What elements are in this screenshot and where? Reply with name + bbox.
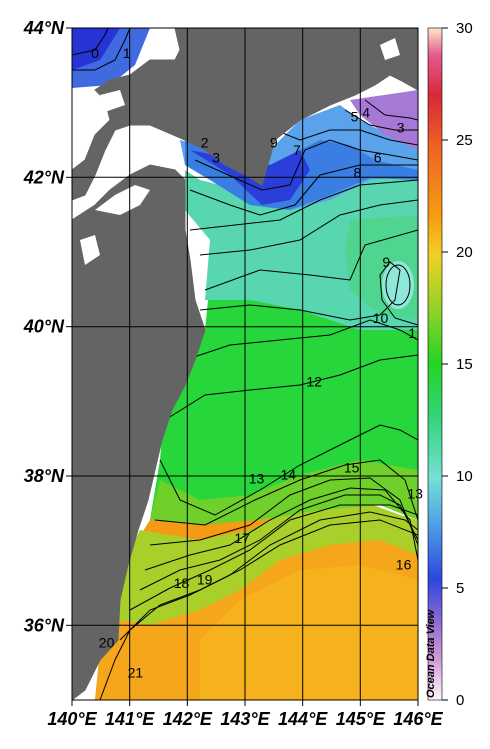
x-tick-label: 144°E [278, 709, 328, 729]
contour-label: 17 [234, 530, 250, 546]
contour-label: 20 [99, 635, 115, 651]
x-tick-label: 141°E [105, 709, 155, 729]
contour-label: 13 [407, 485, 423, 501]
contour-label: 3 [212, 149, 220, 165]
y-tick-label: 44°N [23, 18, 65, 38]
coast-inlet-3 [380, 38, 400, 60]
contour-label: 9 [382, 254, 390, 270]
contour-label: 1 [123, 45, 131, 61]
contour-label: 2 [201, 134, 209, 150]
y-axis-ticks: 44°N 42°N 40°N 38°N 36°N [23, 18, 72, 635]
contour-label: 14 [280, 467, 296, 483]
contour-label: 1 [408, 325, 416, 341]
x-tick-label: 146°E [393, 709, 443, 729]
colorbar-tick-label: 10 [456, 468, 473, 485]
contour-label: 8 [354, 164, 362, 180]
coast-inlet-2 [100, 90, 125, 112]
coast-inlet-1 [80, 235, 100, 265]
colorbar-tick-label: 5 [456, 580, 464, 597]
contour-label: 7 [293, 142, 301, 158]
x-tick-label: 143°E [220, 709, 270, 729]
colorbar-ticks: 30 25 20 15 10 5 0 [442, 20, 473, 709]
colorbar-tick-label: 30 [456, 20, 473, 37]
colorbar-tick-label: 25 [456, 132, 473, 149]
colorbar-bar [427, 27, 443, 701]
y-tick-label: 38°N [24, 466, 65, 486]
contour-label: 19 [197, 571, 213, 587]
field-warm-core [200, 565, 418, 700]
contour-label: 16 [396, 556, 412, 572]
x-tick-label: 145°E [336, 709, 386, 729]
contour-label: 18 [174, 575, 190, 591]
colorbar-tick-label: 15 [456, 356, 473, 373]
contour-label: 10 [373, 310, 389, 326]
contour-label: 5 [351, 108, 359, 124]
contour-label: 6 [374, 149, 382, 165]
x-tick-label: 140°E [47, 709, 97, 729]
contour-label: 12 [306, 373, 322, 389]
colorbar: 30 25 20 15 10 5 0 Ocean Data View [425, 20, 473, 709]
contour-label: 9 [270, 134, 278, 150]
y-tick-label: 36°N [24, 615, 65, 635]
coast-gaps [80, 38, 400, 265]
watermark-text: Ocean Data View [425, 608, 437, 698]
x-tick-label: 142°E [163, 709, 213, 729]
field-green [150, 280, 418, 520]
tsugaru-strait [95, 185, 150, 215]
land-honshu [72, 164, 206, 700]
contour-label: 13 [249, 470, 265, 486]
y-tick-label: 42°N [23, 167, 65, 187]
contour-label: 21 [128, 665, 144, 681]
field-violet [350, 90, 418, 150]
colorbar-tick-label: 20 [456, 244, 473, 261]
y-tick-label: 40°N [23, 317, 65, 337]
colorbar-tick-label: 0 [456, 692, 464, 709]
contour-label: 4 [362, 105, 370, 121]
contour-label: 3 [397, 120, 405, 136]
x-axis-ticks: 140°E 141°E 142°E 143°E 144°E 145°E 146°E [47, 700, 444, 729]
grid [71, 27, 419, 701]
contour-label: 0 [91, 45, 99, 61]
plot-area [72, 28, 418, 700]
contour-label: 15 [344, 459, 360, 475]
